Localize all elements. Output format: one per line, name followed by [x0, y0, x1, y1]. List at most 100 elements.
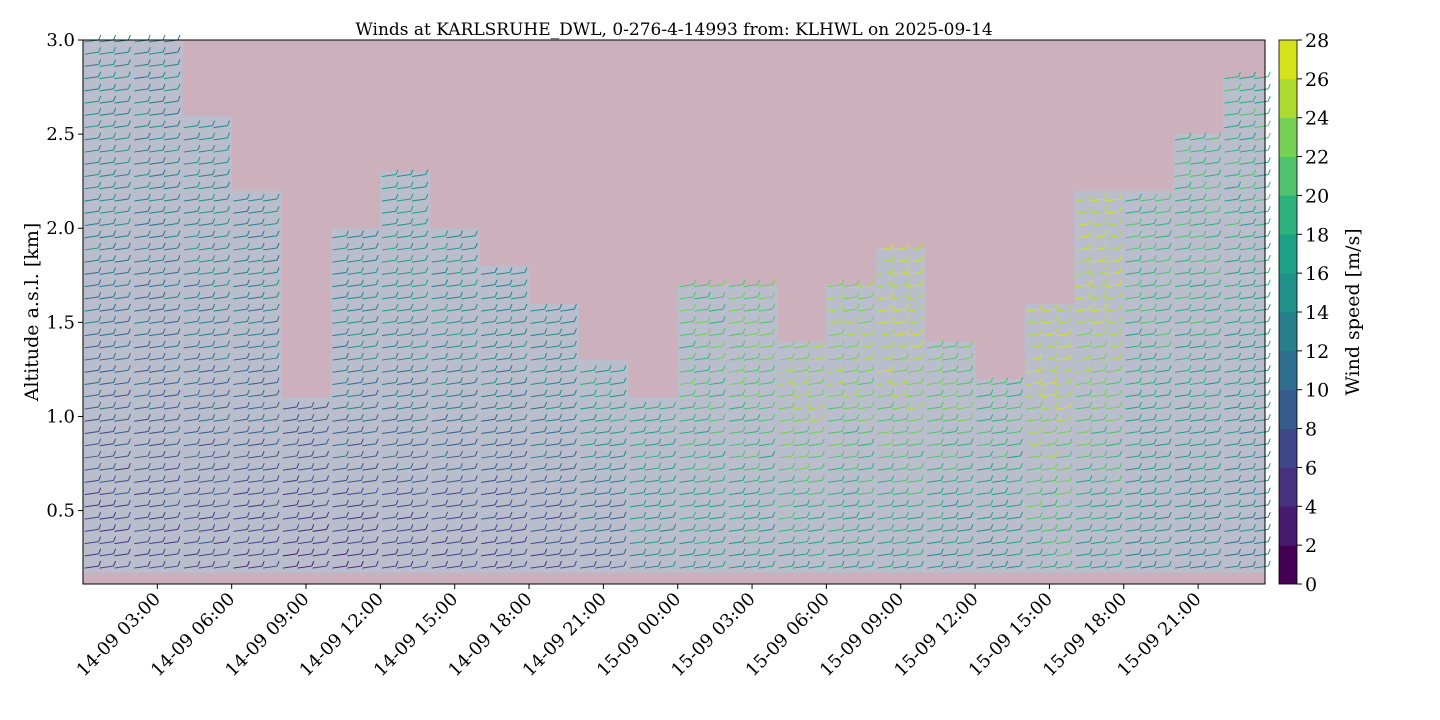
wind-barb-shaft — [709, 345, 724, 349]
wind-barb-shaft — [907, 333, 922, 337]
wind-barb-flag — [742, 401, 746, 408]
wind-barb — [282, 426, 300, 434]
wind-barb — [163, 487, 181, 496]
wind-barb — [1006, 438, 1023, 447]
wind-barb — [545, 352, 563, 361]
wind-barb-shaft — [1125, 541, 1140, 545]
wind-barb-shaft — [99, 149, 114, 153]
wind-barb — [595, 487, 612, 496]
wind-barb-shaft — [827, 504, 843, 508]
wind-barb-flag — [410, 193, 414, 200]
wind-barb-shaft — [347, 455, 362, 459]
wind-barb — [396, 242, 414, 251]
wind-barb-flag — [177, 389, 181, 395]
wind-barb — [99, 316, 117, 324]
wind-barb-shaft — [609, 394, 625, 398]
wind-barb-shaft — [163, 210, 179, 214]
wind-barb-shaft — [956, 504, 971, 508]
wind-barb — [347, 303, 364, 312]
wind-barb-shaft — [114, 406, 129, 410]
wind-barb-shaft — [134, 369, 149, 373]
wind-barb-shaft — [1075, 455, 1090, 459]
wind-barb — [892, 242, 909, 251]
wind-barb — [1105, 316, 1123, 324]
wind-barb — [213, 536, 230, 545]
wind-barb-flag — [970, 511, 974, 518]
wind-barb — [396, 426, 414, 434]
wind-barb-flag — [559, 328, 563, 334]
wind-barb — [99, 83, 117, 92]
wind-barb-shaft — [114, 149, 129, 153]
wind-barb — [793, 511, 810, 520]
wind-barb-flag — [1005, 511, 1009, 518]
wind-barb-flag — [261, 499, 265, 506]
wind-barb — [84, 475, 102, 483]
wind-barb-flag — [891, 279, 895, 285]
wind-barb — [927, 438, 944, 447]
wind-barb-shaft — [758, 516, 773, 520]
wind-barb-flag — [856, 511, 860, 518]
wind-barb-shaft — [362, 284, 377, 288]
wind-barb-flag — [821, 414, 825, 420]
wind-barb-flag — [197, 548, 201, 555]
wind-barb-shaft — [183, 308, 198, 312]
wind-barb-flag — [425, 291, 429, 298]
wind-barb — [1006, 414, 1023, 422]
wind-barb — [842, 401, 860, 410]
wind-barb-flag — [113, 389, 117, 395]
wind-barb-flag — [920, 389, 924, 395]
wind-barb-flag — [643, 548, 647, 555]
wind-barb-shaft — [1006, 492, 1021, 496]
wind-barb-shaft — [99, 125, 114, 129]
wind-barb-flag — [757, 511, 761, 518]
wind-barb-flag — [544, 548, 548, 555]
wind-barb — [332, 450, 349, 459]
wind-barb-flag — [410, 475, 414, 481]
wind-barb-shaft — [1105, 259, 1120, 263]
wind-barb-flag — [494, 560, 498, 567]
wind-barb — [297, 511, 315, 520]
wind-barb — [956, 548, 974, 557]
wind-barb-shaft — [134, 222, 149, 226]
wind-barb — [99, 169, 117, 178]
wind-barb — [679, 279, 696, 288]
wind-barb-shaft — [1041, 516, 1056, 520]
wind-barb-flag — [212, 279, 216, 285]
wind-barb-flag — [395, 377, 399, 383]
wind-barb-flag — [162, 157, 166, 163]
wind-barb-shaft — [907, 320, 922, 324]
wind-barb-shaft — [609, 455, 625, 459]
wind-barb-flag — [559, 548, 563, 555]
wind-barb-shaft — [381, 345, 397, 349]
wind-barb-flag — [177, 95, 181, 102]
wind-barb-flag — [360, 328, 364, 334]
wind-barb-shaft — [347, 516, 362, 520]
wind-barb-shaft — [396, 333, 411, 337]
wind-barb-shaft — [312, 443, 327, 447]
wind-barb — [644, 401, 662, 410]
wind-barb — [1125, 316, 1142, 324]
wind-barb-shaft — [560, 418, 575, 422]
wind-barb — [198, 352, 216, 361]
wind-barb-shaft — [907, 284, 922, 288]
wind-barb-flag — [147, 181, 151, 187]
wind-barb-flag — [1119, 291, 1123, 298]
wind-barb — [233, 414, 250, 422]
wind-barb-shaft — [312, 516, 327, 520]
wind-barb — [629, 475, 647, 483]
wind-barb-shaft — [1041, 308, 1056, 312]
wind-barb — [1026, 426, 1043, 434]
wind-barb-flag — [1054, 475, 1058, 481]
wind-barb — [778, 352, 795, 361]
wind-barb-shaft — [956, 541, 971, 545]
wind-barb — [609, 450, 627, 459]
wind-barb-shaft — [976, 406, 991, 410]
wind-barb — [629, 401, 647, 410]
wind-barb-shaft — [530, 467, 545, 471]
wind-barb — [892, 267, 909, 275]
wind-barb — [481, 450, 498, 459]
wind-barb-shaft — [629, 479, 644, 483]
wind-barb — [560, 426, 577, 434]
wind-barb-flag — [459, 328, 463, 334]
wind-barb-shaft — [1105, 504, 1120, 508]
